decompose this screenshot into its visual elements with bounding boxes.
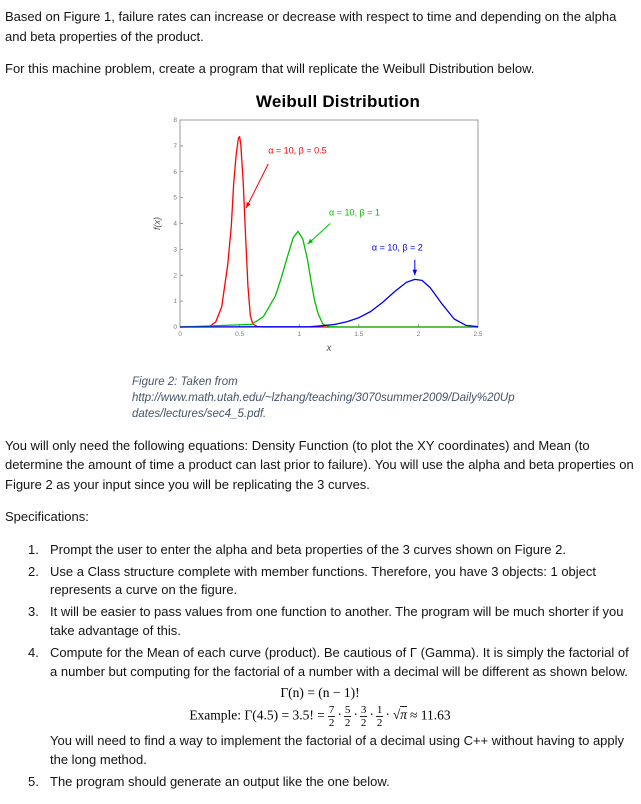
svg-text:8: 8	[173, 117, 177, 124]
svg-text:f(x): f(x)	[152, 217, 162, 230]
multiply-dot: ·	[385, 707, 390, 723]
svg-text:0: 0	[173, 324, 177, 331]
svg-text:0.5: 0.5	[235, 331, 244, 338]
list-number: 2.	[28, 563, 39, 579]
specifications-list: 1. Prompt the user to enter the alpha an…	[5, 541, 635, 792]
multiply-dot: ·	[337, 707, 342, 723]
radical-sign: √	[392, 707, 401, 723]
svg-text:1.5: 1.5	[354, 331, 363, 338]
paragraph-intro-1: Based on Figure 1, failure rates can inc…	[5, 9, 617, 44]
figure-caption: Figure 2: Taken from http://www.math.uta…	[132, 374, 635, 422]
paragraph-equations: You will only need the following equatio…	[5, 437, 634, 492]
sqrt-pi: √π	[392, 706, 408, 723]
weibull-figure: Weibull Distribution 0 1 2 3 4 5 6 7 8 0 0.5 1 1.5 2 2…	[150, 92, 635, 360]
svg-text:7: 7	[173, 142, 177, 149]
svg-text:x: x	[326, 343, 333, 354]
list-number: 1.	[28, 541, 39, 557]
spec-item-1: 1. Prompt the user to enter the alpha an…	[5, 541, 635, 560]
chart-title: Weibull Distribution	[255, 91, 421, 111]
svg-text:1: 1	[297, 331, 301, 338]
svg-text:2: 2	[417, 331, 421, 338]
gamma-definition-text: Γ(n) = (n − 1)!	[280, 684, 360, 700]
list-text: The program should generate an output li…	[50, 773, 390, 789]
spec-item-3: 3. It will be easier to pass values from…	[5, 603, 635, 641]
paragraph-intro-2: For this machine problem, create a progr…	[5, 61, 535, 76]
svg-text:α = 10, β = 1: α = 10, β = 1	[329, 207, 380, 217]
fraction-row: 7 2 · 5 2 · 3 2 · 1 2 ·	[327, 704, 391, 729]
svg-text:6: 6	[173, 168, 177, 175]
spec-item-5: 5. The program should generate an output…	[5, 773, 635, 792]
caption-line-2: http://www.math.utah.edu/~lzhang/teachin…	[132, 391, 515, 404]
gamma-definition: Γ(n) = (n − 1)!	[5, 685, 635, 701]
svg-text:2: 2	[173, 272, 177, 279]
caption-line-3: dates/lectures/sec4_5.pdf.	[132, 407, 267, 420]
svg-text:α = 10, β = 0.5: α = 10, β = 0.5	[268, 145, 326, 155]
svg-text:4: 4	[173, 220, 177, 227]
spec-item-4: 4. Compute for the Mean of each curve (p…	[5, 644, 635, 682]
svg-text:2.5: 2.5	[473, 331, 482, 338]
approx-result: ≈ 11.63	[410, 707, 451, 723]
svg-text:α = 10, β = 2: α = 10, β = 2	[372, 242, 423, 252]
list-text: Use a Class structure complete with memb…	[50, 563, 597, 598]
figure-2: Weibull Distribution 0 1 2 3 4 5 6 7 8 0 0.5 1 1.5 2 2…	[132, 92, 635, 422]
weibull-chart: 0 1 2 3 4 5 6 7 8 0 0.5 1 1.5 2 2.5 α = 10, β = 0.5 α = …	[152, 117, 483, 354]
list-text: It will be easier to pass values from on…	[50, 604, 624, 639]
svg-text:0: 0	[178, 331, 182, 338]
example-prefix: Example: Γ(4.5) = 3.5! =	[189, 707, 325, 723]
list-number: 3.	[28, 604, 39, 620]
svg-text:1: 1	[173, 298, 177, 305]
specifications-heading: Specifications:	[5, 509, 89, 525]
list-number: 4.	[28, 645, 39, 660]
svg-text:5: 5	[173, 194, 177, 201]
radicand: π	[400, 706, 408, 723]
multiply-dot: ·	[369, 707, 374, 723]
list-text: Prompt the user to enter the alpha and b…	[50, 541, 566, 557]
note-after-formula: You will need to find a way to implement…	[50, 732, 625, 767]
spec-item-2: 2. Use a Class structure complete with m…	[5, 563, 635, 601]
multiply-dot: ·	[353, 707, 358, 723]
gamma-example: Example: Γ(4.5) = 3.5! = 7 2 · 5 2 · 3 2 · 1 2 · √π ≈ …	[5, 704, 635, 729]
list-text: Compute for the Mean of each curve (prod…	[50, 645, 629, 679]
caption-line-1: Figure 2: Taken from	[132, 375, 238, 388]
svg-text:3: 3	[173, 246, 177, 253]
list-number: 5.	[28, 773, 39, 789]
